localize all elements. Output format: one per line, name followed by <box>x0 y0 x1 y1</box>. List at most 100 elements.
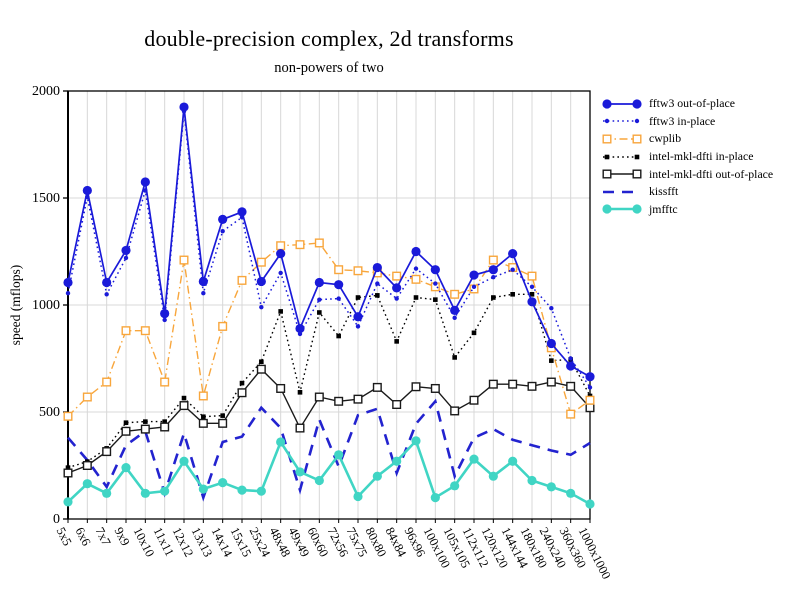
marker-intel-mkl-dfti in-place <box>510 292 515 297</box>
marker-cwplib <box>585 395 595 405</box>
marker-fftw3 in-place <box>104 292 109 297</box>
series-line-kissfft <box>67 398 591 502</box>
marker-cwplib <box>198 391 208 401</box>
marker-intel-mkl-dfti in-place <box>471 330 477 336</box>
chart-subtitle: non-powers of two <box>274 60 384 76</box>
marker-fftw3 out-of-place <box>450 305 460 315</box>
marker-jmfftc <box>372 471 382 481</box>
marker-jmfftc <box>295 467 305 477</box>
legend-swatch-fftw3 out-of-place <box>602 99 642 109</box>
marker-fftw3 out-of-place <box>198 276 208 287</box>
marker-fftw3 in-place <box>278 270 283 276</box>
marker-jmfftc <box>314 475 324 486</box>
chart-title: double-precision complex, 2d transforms <box>144 26 514 51</box>
marker-jmfftc <box>63 497 73 507</box>
legend-item: kissfft <box>601 183 773 201</box>
marker-fftw3 out-of-place <box>372 262 382 273</box>
marker-fftw3 out-of-place <box>353 312 363 322</box>
marker-intel-mkl-dfti out-of-place <box>237 388 247 398</box>
marker-intel-mkl-dfti in-place <box>529 292 535 297</box>
series-line-intel-mkl-dfti out-of-place <box>67 368 591 474</box>
marker-intel-mkl-dfti out-of-place <box>334 396 344 406</box>
marker-intel-mkl-dfti in-place <box>375 293 380 298</box>
legend-label: kissfft <box>649 184 679 199</box>
legend-label: cwplib <box>649 131 682 146</box>
marker-intel-mkl-dfti in-place <box>297 390 303 395</box>
series-line-jmfftc <box>67 438 591 506</box>
marker-fftw3 out-of-place <box>430 265 440 275</box>
marker-intel-mkl-dfti in-place <box>220 413 225 418</box>
marker-fftw3 in-place <box>433 281 438 286</box>
marker-intel-mkl-dfti in-place <box>394 339 399 344</box>
marker-fftw3 in-place <box>568 356 573 361</box>
legend-item: jmfftc <box>601 201 773 219</box>
marker-cwplib <box>256 257 266 267</box>
marker-jmfftc <box>527 475 537 486</box>
marker-fftw3 out-of-place <box>218 214 228 224</box>
marker-fftw3 in-place <box>317 297 322 302</box>
marker-cwplib <box>411 274 421 284</box>
marker-intel-mkl-dfti in-place <box>355 295 361 300</box>
marker-intel-mkl-dfti in-place <box>259 359 264 365</box>
marker-cwplib <box>179 255 189 265</box>
marker-jmfftc <box>237 485 247 495</box>
marker-cwplib <box>102 377 112 387</box>
marker-intel-mkl-dfti in-place <box>549 358 554 363</box>
marker-fftw3 in-place <box>336 296 341 301</box>
marker-cwplib <box>140 326 150 336</box>
marker-fftw3 in-place <box>491 274 496 280</box>
legend-label: intel-mkl-dfti in-place <box>649 149 754 164</box>
legend-item: fftw3 in-place <box>601 113 773 131</box>
marker-fftw3 out-of-place <box>140 177 150 187</box>
marker-cwplib <box>63 411 73 421</box>
marker-intel-mkl-dfti out-of-place <box>179 401 189 411</box>
marker-fftw3 in-place <box>452 315 457 321</box>
legend-item: intel-mkl-dfti in-place <box>601 148 773 166</box>
marker-intel-mkl-dfti out-of-place <box>102 447 112 457</box>
marker-jmfftc <box>140 488 150 498</box>
y-tick-label: 0 <box>53 511 60 527</box>
legend-swatch-intel-mkl-dfti out-of-place <box>602 169 642 179</box>
marker-intel-mkl-dfti out-of-place <box>198 418 208 428</box>
marker-jmfftc <box>353 491 363 502</box>
legend-swatch-intel-mkl-dfti in-place <box>603 154 641 159</box>
marker-intel-mkl-dfti in-place <box>65 465 71 470</box>
marker-intel-mkl-dfti in-place <box>162 419 167 424</box>
marker-jmfftc <box>218 478 228 488</box>
marker-jmfftc <box>102 488 112 498</box>
marker-intel-mkl-dfti out-of-place <box>411 382 421 392</box>
marker-jmfftc <box>450 481 460 491</box>
marker-intel-mkl-dfti in-place <box>336 333 341 339</box>
marker-fftw3 out-of-place <box>392 283 402 293</box>
marker-fftw3 out-of-place <box>237 207 247 217</box>
marker-cwplib <box>121 326 131 336</box>
marker-cwplib <box>450 289 460 299</box>
legend-item: cwplib <box>601 130 773 148</box>
legend-swatch-jmfftc <box>602 204 642 214</box>
series-line-fftw3 out-of-place <box>67 107 591 378</box>
marker-intel-mkl-dfti in-place <box>452 355 457 360</box>
marker-fftw3 out-of-place <box>334 280 344 290</box>
marker-fftw3 out-of-place <box>508 249 518 259</box>
marker-fftw3 in-place <box>510 267 515 272</box>
marker-fftw3 in-place <box>355 324 361 329</box>
marker-jmfftc <box>121 463 131 473</box>
marker-fftw3 in-place <box>162 317 167 323</box>
marker-fftw3 out-of-place <box>585 372 595 382</box>
marker-jmfftc <box>392 456 402 466</box>
marker-fftw3 out-of-place <box>63 277 73 288</box>
marker-fftw3 in-place <box>220 228 225 234</box>
legend-label: jmfftc <box>649 201 678 216</box>
marker-jmfftc <box>82 479 92 489</box>
marker-intel-mkl-dfti in-place <box>181 395 187 401</box>
marker-fftw3 out-of-place <box>527 297 537 307</box>
marker-cwplib <box>527 271 537 281</box>
marker-fftw3 out-of-place <box>546 338 556 349</box>
series-line-cwplib <box>67 242 591 417</box>
marker-jmfftc <box>508 456 518 466</box>
marker-fftw3 out-of-place <box>488 265 498 275</box>
marker-intel-mkl-dfti out-of-place <box>218 418 228 428</box>
marker-jmfftc <box>566 488 576 498</box>
marker-jmfftc <box>276 437 286 447</box>
marker-intel-mkl-dfti in-place <box>278 309 283 314</box>
